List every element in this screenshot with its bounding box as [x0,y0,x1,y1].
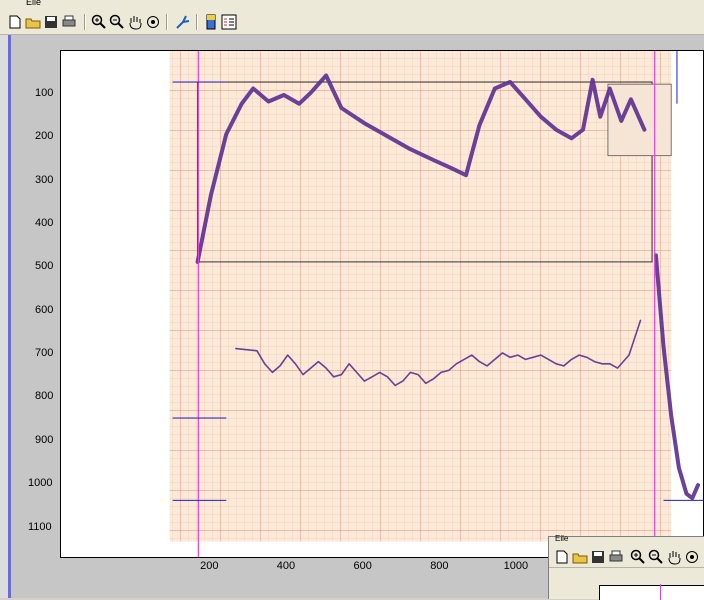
figure-toolbar [0,10,704,35]
y-tick-label: 1000 [28,477,53,490]
y-tick-label: 500 [35,260,54,273]
plot-area[interactable] [61,51,704,558]
x-tick-label: 200 [200,560,219,572]
figure-frame-strip [8,35,11,598]
secondary-figure-window[interactable]: Eile [548,534,704,600]
zoom-in-icon[interactable] [629,548,647,566]
trace-series-1 [195,73,647,264]
x-tick-label: 1000 [503,560,529,572]
y-tick-label: 900 [35,433,54,446]
new-file-icon[interactable] [6,13,24,31]
secondary-plot-axes[interactable] [599,584,704,600]
y-tick-label: 700 [35,347,54,360]
rotate-3d-icon[interactable] [144,13,162,31]
y-tick-label: 600 [35,303,54,316]
secondary-guide-line [660,584,661,600]
y-tick-label: 1100 [28,520,52,533]
guide-lines [172,51,703,557]
toolbar-separator [196,14,198,30]
chart-paper-grid [169,51,672,542]
y-tick-label: 400 [35,217,54,230]
toolbar-separator [84,14,86,30]
plot-axes[interactable] [60,50,704,558]
legend-icon[interactable] [220,13,238,31]
print-icon[interactable] [60,13,78,31]
y-tick-label: 100 [35,87,54,99]
open-folder-icon[interactable] [24,13,42,31]
pan-hand-icon[interactable] [665,548,683,566]
zoom-in-icon[interactable] [90,13,108,31]
x-tick-label: 400 [276,560,296,572]
new-file-icon[interactable] [553,548,571,566]
figure-frame-left [0,35,8,598]
print-icon[interactable] [607,548,625,566]
recording-frame [197,81,653,263]
save-icon[interactable] [42,13,60,31]
data-cursor-icon[interactable] [174,13,192,31]
x-tick-label: 600 [353,560,372,572]
x-tick-label: 800 [430,560,449,572]
zoom-out-icon[interactable] [108,13,126,31]
y-tick-label: 800 [35,390,54,403]
chart-marks [195,73,700,501]
open-folder-icon[interactable] [571,548,589,566]
trace-series-3 [235,319,642,387]
menu-file[interactable]: Eile [26,0,42,7]
trace-series-2 [653,253,700,501]
secondary-menu-bar: Eile [549,534,704,545]
secondary-toolbar [549,545,704,568]
zoom-out-icon[interactable] [647,548,665,566]
y-tick-label: 300 [35,173,54,186]
rotate-3d-icon[interactable] [683,548,701,566]
pan-hand-icon[interactable] [126,13,144,31]
toolbar-separator [166,14,168,30]
scanned-chart-paper [169,51,672,542]
secondary-menu-file[interactable]: Eile [555,534,569,543]
y-tick-label: 200 [35,130,54,143]
save-icon[interactable] [589,548,607,566]
colorbar-icon[interactable] [202,13,220,31]
